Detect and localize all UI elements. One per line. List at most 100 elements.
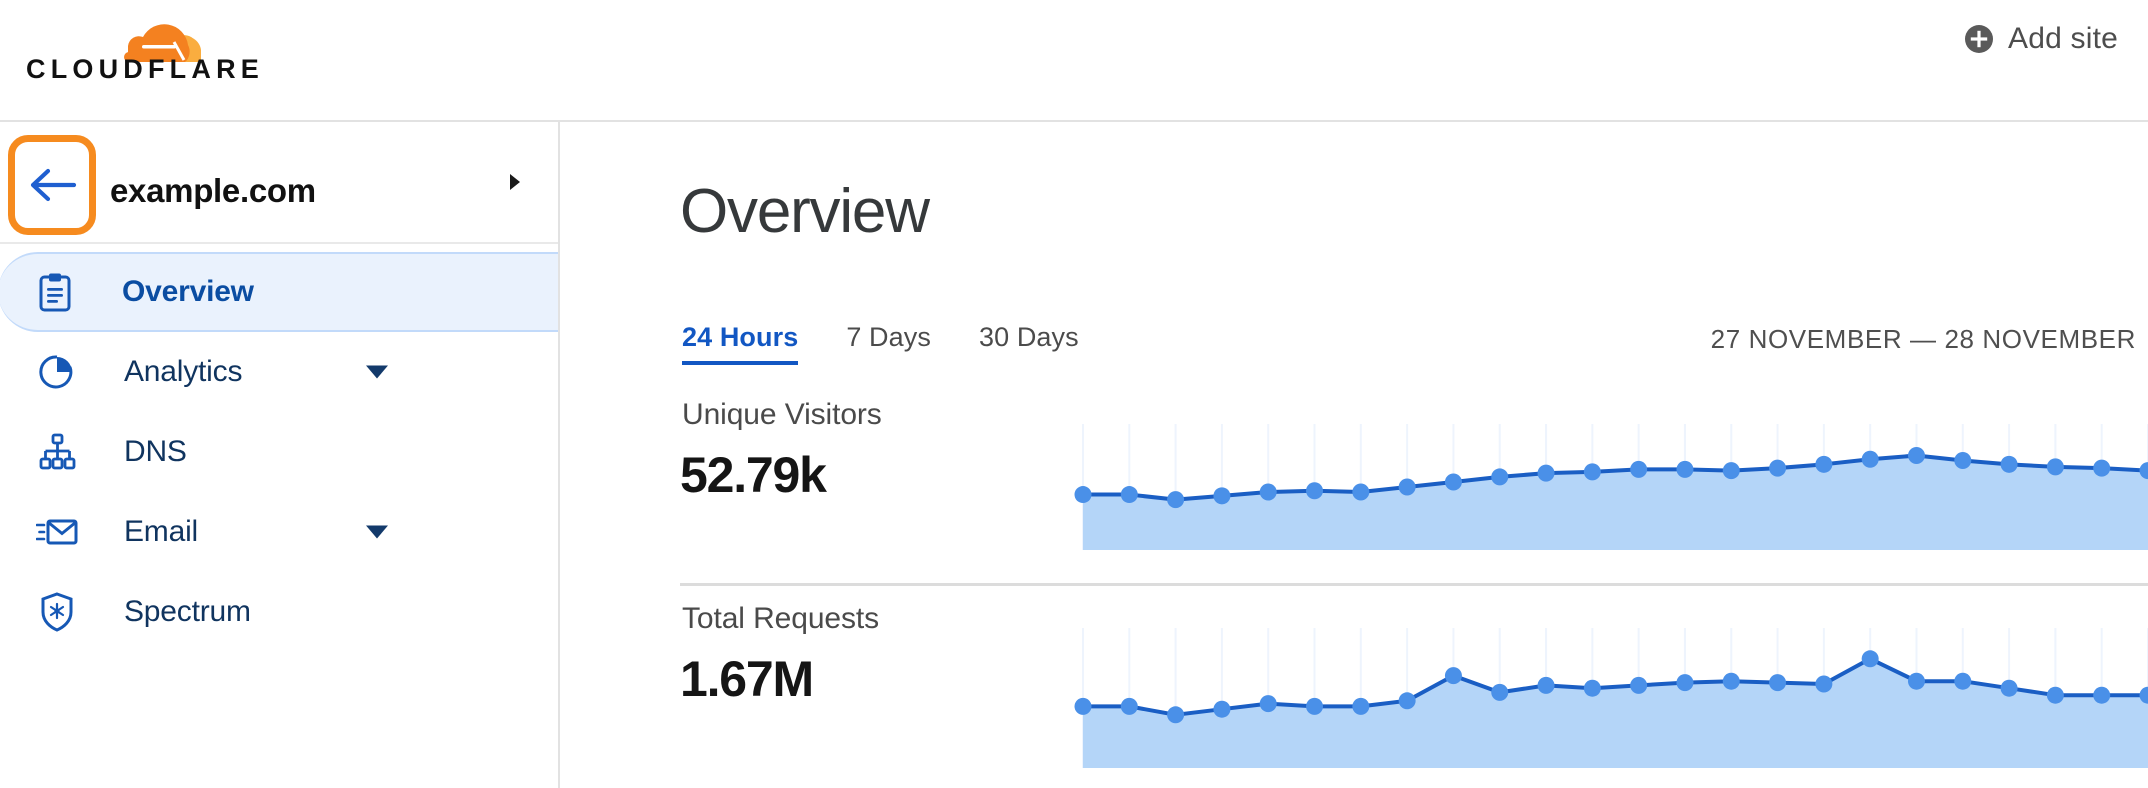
data-point xyxy=(1074,486,1092,504)
data-point xyxy=(1722,462,1740,480)
metric-label: Total Requests xyxy=(682,602,880,635)
data-point xyxy=(1213,700,1231,718)
data-point xyxy=(1398,478,1416,496)
data-point xyxy=(1676,460,1694,478)
data-point xyxy=(1120,697,1138,715)
data-point xyxy=(1167,706,1185,724)
data-point xyxy=(1907,447,1925,464)
chevron-down-icon[interactable] xyxy=(366,525,388,539)
cloudflare-logo-svg: CLOUDFLARE xyxy=(26,24,264,84)
clipboard-icon xyxy=(32,269,78,315)
envelope-icon xyxy=(34,509,80,555)
time-range-tabs: 24 Hours 7 Days 30 Days xyxy=(682,322,1079,365)
data-point xyxy=(1306,697,1324,715)
data-point xyxy=(1583,679,1601,697)
metric-unique-visitors: Unique Visitors 52.79k xyxy=(562,398,2148,582)
data-point xyxy=(1213,487,1231,505)
data-point xyxy=(1120,486,1138,504)
data-point xyxy=(1491,683,1509,701)
sidebar-nav: Overview Analytics xyxy=(0,244,558,652)
add-site-button[interactable]: Add site xyxy=(1964,22,2118,56)
data-point xyxy=(1769,674,1787,692)
data-point xyxy=(2000,679,2018,697)
area-fill xyxy=(1083,455,2148,550)
site-switcher: example.com xyxy=(0,122,558,244)
sidebar-item-label: Spectrum xyxy=(124,595,251,628)
data-point xyxy=(1352,697,1370,715)
data-point xyxy=(1815,675,1833,693)
site-switcher-caret-button[interactable] xyxy=(502,169,528,195)
data-point xyxy=(1583,463,1601,481)
date-range-label: 27 NOVEMBER — 28 NOVEMBER xyxy=(1710,324,2136,354)
data-point xyxy=(2046,686,2064,704)
data-point xyxy=(2000,455,2018,473)
data-point xyxy=(1954,452,1972,470)
data-point xyxy=(1537,464,1555,482)
site-name-label: example.com xyxy=(110,172,316,209)
page-title: Overview xyxy=(680,177,930,246)
sparkline-total-requests[interactable] xyxy=(1065,602,2148,786)
top-bar: CLOUDFLARE Add site xyxy=(0,0,2148,122)
area-chart-svg xyxy=(1074,628,2148,768)
metric-label: Unique Visitors xyxy=(682,398,882,431)
data-point xyxy=(1259,695,1277,713)
data-point xyxy=(2139,462,2148,480)
sidebar: example.com Overvi xyxy=(0,122,560,788)
main-content: Overview 24 Hours 7 Days 30 Days 27 NOVE… xyxy=(562,122,2148,788)
data-point xyxy=(1954,672,1972,690)
data-point xyxy=(1722,672,1740,690)
sidebar-item-label: Email xyxy=(124,515,199,548)
data-point xyxy=(1907,672,1925,690)
plus-circle-icon xyxy=(1965,25,1993,53)
sidebar-item-label: DNS xyxy=(124,435,187,468)
data-point xyxy=(1861,650,1879,668)
data-point xyxy=(1676,674,1694,692)
shield-snowflake-icon xyxy=(34,589,80,635)
data-point xyxy=(1861,450,1879,468)
data-point xyxy=(1074,697,1092,715)
tab-24-hours[interactable]: 24 Hours xyxy=(682,322,799,365)
data-point xyxy=(1769,459,1787,477)
area-fill xyxy=(1083,658,2148,768)
data-point xyxy=(1167,491,1185,509)
metric-total-requests: Total Requests 1.67M xyxy=(562,602,2148,788)
sidebar-item-dns[interactable]: DNS xyxy=(0,412,558,492)
data-point xyxy=(1398,692,1416,710)
data-point xyxy=(2046,458,2064,476)
tab-30-days[interactable]: 30 Days xyxy=(978,322,1079,352)
cloudflare-logo[interactable]: CLOUDFLARE xyxy=(24,2,274,86)
add-site-label: Add site xyxy=(2008,22,2118,55)
data-point xyxy=(1352,483,1370,501)
data-point xyxy=(1444,667,1462,685)
data-point xyxy=(1306,482,1324,500)
caret-right-icon xyxy=(510,174,520,190)
sidebar-item-email[interactable]: Email xyxy=(0,492,558,572)
back-button[interactable] xyxy=(8,135,96,235)
sidebar-item-label: Overview xyxy=(122,275,254,308)
metric-value: 1.67M xyxy=(680,651,814,707)
sidebar-item-label: Analytics xyxy=(124,355,243,388)
sitemap-icon xyxy=(34,429,80,475)
data-point xyxy=(1630,460,1648,478)
data-point xyxy=(1630,676,1648,694)
data-point xyxy=(1537,676,1555,694)
data-point xyxy=(2093,459,2111,477)
arrow-left-icon xyxy=(30,168,77,202)
sidebar-item-overview[interactable]: Overview xyxy=(0,252,558,332)
sidebar-item-analytics[interactable]: Analytics xyxy=(0,332,558,412)
data-point xyxy=(2093,686,2111,704)
sparkline-unique-visitors[interactable] xyxy=(1065,398,2148,582)
metric-value: 52.79k xyxy=(680,447,827,503)
data-point xyxy=(1444,473,1462,491)
metric-divider xyxy=(680,583,2148,586)
sidebar-item-spectrum[interactable]: Spectrum xyxy=(0,572,558,652)
data-point xyxy=(2139,686,2148,704)
cloudflare-wordmark: CLOUDFLARE xyxy=(26,54,264,84)
data-point xyxy=(1259,483,1277,501)
pie-chart-icon xyxy=(34,349,80,395)
data-point xyxy=(1491,468,1509,486)
chevron-down-icon[interactable] xyxy=(366,365,388,379)
area-chart-svg xyxy=(1074,424,2148,550)
tab-7-days[interactable]: 7 Days xyxy=(846,322,931,352)
